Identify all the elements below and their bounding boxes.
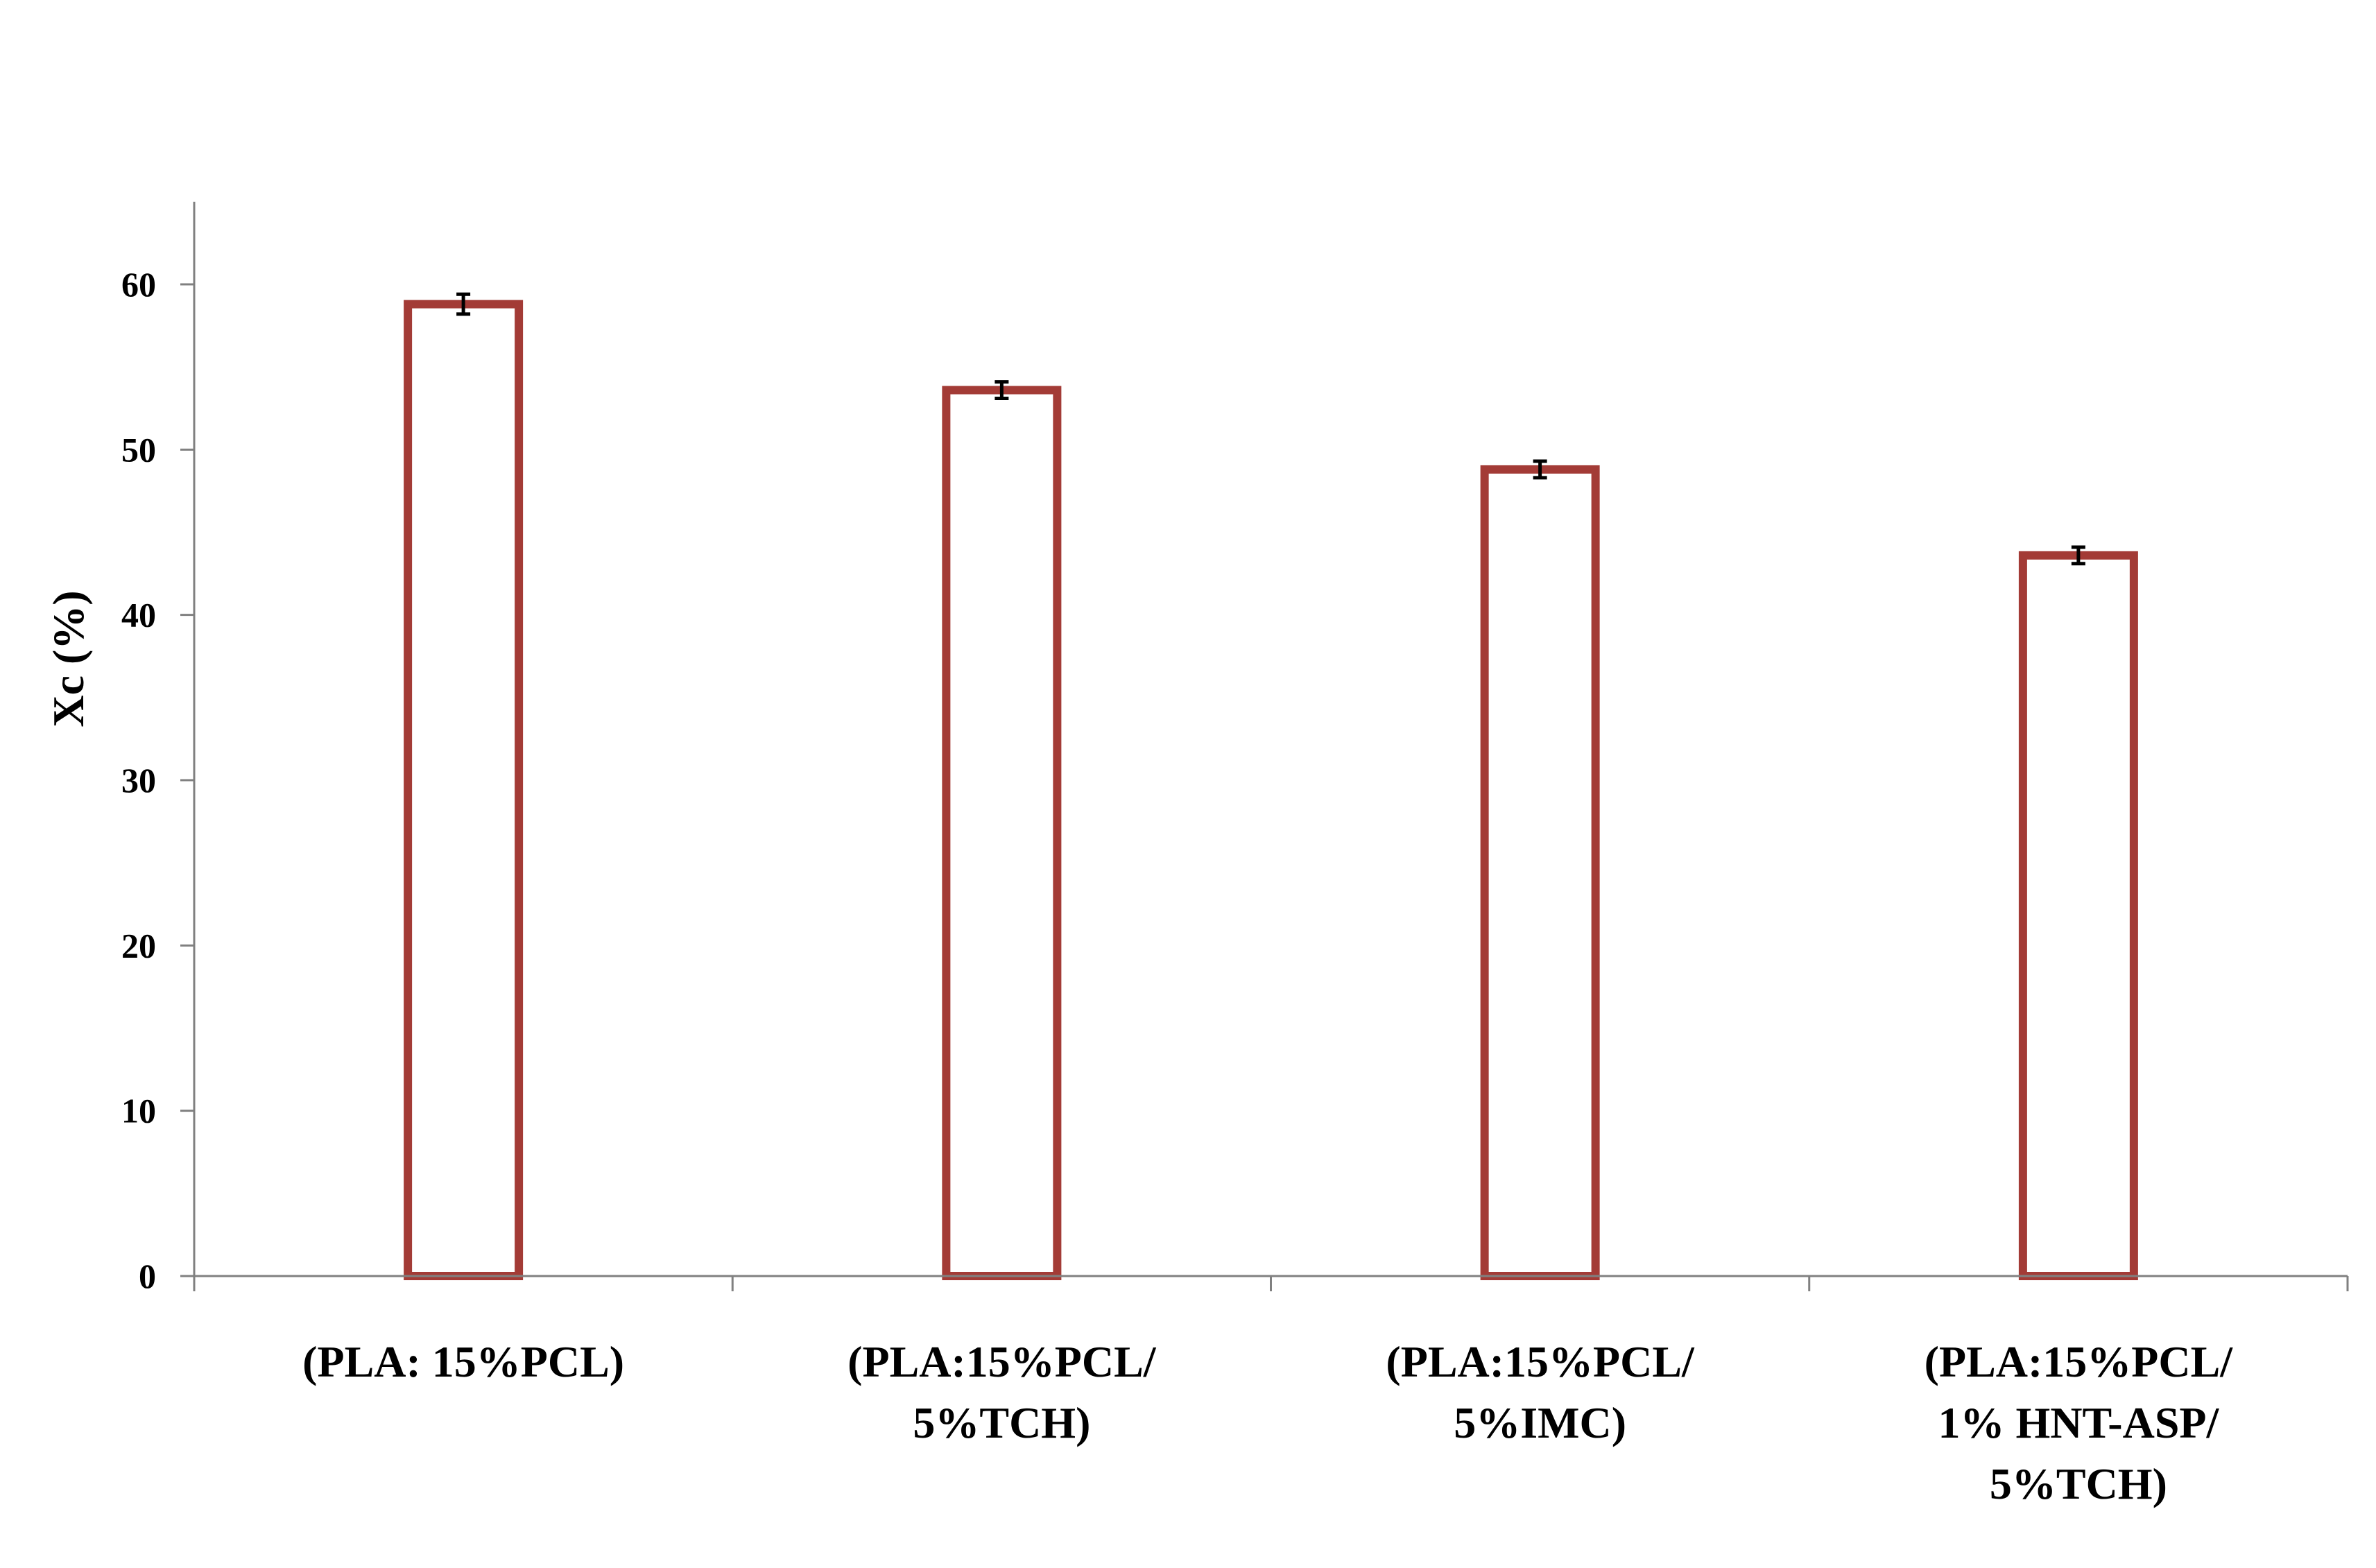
y-tick-label: 60 [121, 265, 156, 304]
x-category-label-line: 5%IMC) [1454, 1398, 1626, 1447]
y-tick-label: 0 [139, 1257, 156, 1295]
error-bar [995, 380, 1009, 400]
x-category-label-line: (PLA:15%PCL/ [1925, 1337, 2234, 1386]
y-axis-title: Xc (%) [44, 590, 93, 727]
error-bars-layer [456, 292, 2085, 566]
x-category-labels: (PLA: 15%PCL) (PLA:15%PCL/5%TCH)(PLA:15%P… [302, 1337, 2233, 1508]
error-bar [2071, 545, 2085, 566]
y-tick-label: 30 [121, 761, 156, 800]
y-tick-labels: 0 10 20 30 40 50 60 [121, 265, 156, 1295]
y-tick-label: 40 [121, 596, 156, 635]
x-category-label-line: (PLA: 15%PCL) [302, 1337, 624, 1386]
bar [1480, 465, 1600, 1280]
x-category-label-line: (PLA:15%PCL/ [847, 1337, 1157, 1386]
x-category-label-line: 5%TCH) [1990, 1459, 2167, 1508]
x-category-label-line: 1% HNT-ASP/ [1938, 1398, 2219, 1447]
x-category-label-line: (PLA:15%PCL/ [1386, 1337, 1695, 1386]
bar [942, 386, 1062, 1280]
bar [2018, 551, 2138, 1280]
x-category-label: (PLA:15%PCL/5%IMC) [1386, 1337, 1695, 1447]
y-tick-label: 50 [121, 430, 156, 469]
error-bar [1533, 459, 1547, 480]
bar [404, 300, 524, 1281]
x-category-label-line: 5%TCH) [913, 1398, 1090, 1447]
axes-layer [180, 201, 2349, 1291]
y-tick-label: 20 [121, 926, 156, 965]
y-tick-label: 10 [121, 1092, 156, 1130]
x-category-label: (PLA: 15%PCL) [302, 1337, 624, 1386]
error-bar [456, 292, 471, 316]
bars-layer [404, 300, 2138, 1281]
x-category-label: (PLA:15%PCL/1% HNT-ASP/5%TCH) [1925, 1337, 2234, 1508]
x-category-label: (PLA:15%PCL/5%TCH) [847, 1337, 1157, 1447]
